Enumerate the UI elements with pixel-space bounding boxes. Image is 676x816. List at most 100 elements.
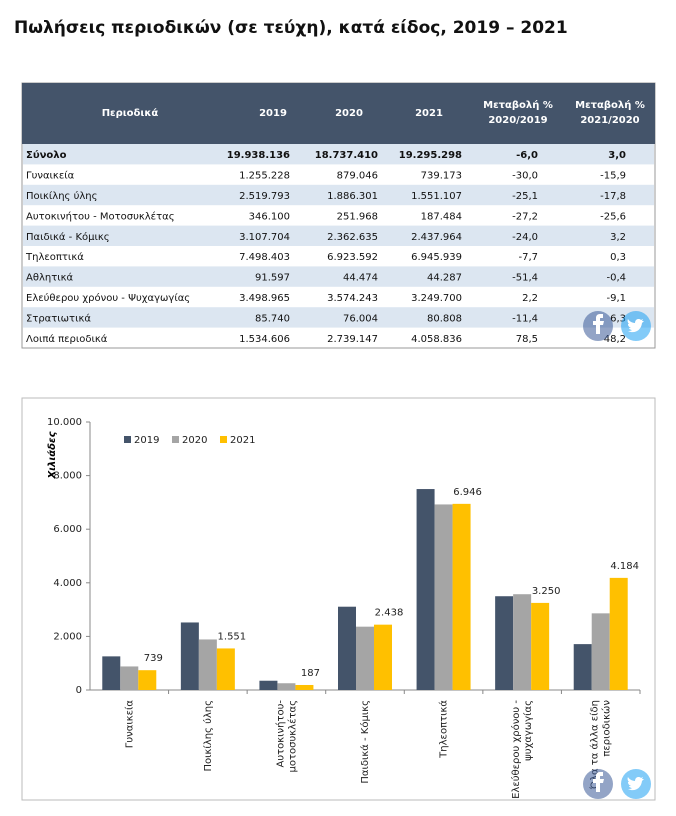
table-cell: 187.484 xyxy=(421,211,462,222)
bar xyxy=(416,489,435,690)
table-cell: 2.739.147 xyxy=(327,334,378,345)
table-cell: 0,3 xyxy=(610,252,626,263)
value-label: 3.250 xyxy=(532,586,561,597)
legend-label: 2020 xyxy=(182,435,207,446)
table-cell: 1.886.301 xyxy=(327,191,378,202)
table-cell: -25,1 xyxy=(512,191,538,202)
table-cell: Αυτοκινήτου - Μοτοσυκλέτας xyxy=(26,210,175,222)
table-cell: 80.808 xyxy=(427,313,462,324)
table-cell: -9,1 xyxy=(606,293,626,304)
bar xyxy=(102,656,121,690)
table-cell: 91.597 xyxy=(255,273,290,284)
table-cell: 76.004 xyxy=(343,313,378,324)
bar xyxy=(531,602,550,690)
y-tick-label: 2.000 xyxy=(53,631,82,642)
bar xyxy=(120,666,139,690)
x-tick-label: Ελεύθερου χρόνου - xyxy=(510,700,522,799)
twitter-glyph xyxy=(627,777,644,791)
x-tick-label: Όλα τα άλλα είδη xyxy=(589,700,601,790)
x-tick-label: μοτοσυκλέτας xyxy=(286,700,298,772)
table-cell: -15,9 xyxy=(600,171,626,182)
bar xyxy=(180,622,199,690)
table-cell: Αθλητικά xyxy=(26,272,74,284)
page-title: Πωλήσεις περιοδικών (σε τεύχη), κατά είδ… xyxy=(14,18,568,38)
table-cell: Σύνολο xyxy=(26,149,67,161)
y-tick-label: 8.000 xyxy=(53,471,82,482)
bar xyxy=(295,684,314,690)
twitter-glyph xyxy=(627,319,644,333)
table-cell: 2.437.964 xyxy=(411,232,462,243)
table-cell: -0,4 xyxy=(606,273,626,284)
column-header: 2019 xyxy=(259,108,287,119)
chart-frame xyxy=(21,397,656,801)
x-tick-label: Τηλεοπτικά xyxy=(438,700,450,759)
table-cell: Τηλεοπτικά xyxy=(25,251,84,263)
legend-swatch xyxy=(124,436,131,443)
bar xyxy=(609,577,628,690)
facebook-glyph xyxy=(593,314,604,334)
x-tick-label: Παιδικά - Κόμικς xyxy=(359,700,371,784)
table-cell: 7.498.403 xyxy=(239,252,290,263)
table-cell: Στρατιωτικά xyxy=(26,312,91,324)
y-tick-label: 10.000 xyxy=(47,417,82,428)
legend-swatch xyxy=(220,436,227,443)
column-header: Περιοδικά xyxy=(102,107,159,119)
table-cell: 3.249.700 xyxy=(411,293,462,304)
y-tick-label: 4.000 xyxy=(53,578,82,589)
table-cell: -7,7 xyxy=(518,252,538,263)
table-cell: 19.295.298 xyxy=(399,150,462,161)
value-label: 4.184 xyxy=(610,561,639,572)
table-cell: 1.534.606 xyxy=(239,334,290,345)
bar xyxy=(513,594,532,690)
value-label: 739 xyxy=(144,653,163,664)
column-header: 2021 xyxy=(415,108,443,119)
bar xyxy=(259,680,278,690)
table-cell: 4.058.836 xyxy=(411,334,462,345)
row-shade xyxy=(23,144,654,165)
bar xyxy=(356,626,374,690)
bar xyxy=(216,648,235,690)
legend-swatch xyxy=(172,436,179,443)
value-label: 187 xyxy=(301,668,320,679)
table-cell: 3,0 xyxy=(608,150,626,161)
table-cell: 2,2 xyxy=(522,293,538,304)
table-header xyxy=(22,83,655,144)
table-cell: 739.173 xyxy=(421,171,462,182)
table-cell: 6,3 xyxy=(610,313,626,324)
table-cell: 3.107.704 xyxy=(239,232,290,243)
column-header: 2021/2020 xyxy=(580,115,639,126)
table-cell: Ελεύθερου χρόνου - Ψυχαγωγίας xyxy=(26,292,190,304)
table-cell: 18.737.410 xyxy=(315,150,378,161)
table-cell: 251.968 xyxy=(337,211,378,222)
table-cell: 3.574.243 xyxy=(327,293,378,304)
column-header: 2020 xyxy=(335,108,363,119)
table-cell: 44.287 xyxy=(427,273,462,284)
bar xyxy=(452,503,471,690)
legend-label: 2021 xyxy=(230,435,255,446)
share-icons[interactable] xyxy=(583,311,651,799)
table-cell: -6,0 xyxy=(516,150,538,161)
row-shade xyxy=(23,266,654,287)
row-shade xyxy=(23,225,654,246)
x-tick-label: ψυχαγωγίας xyxy=(522,700,534,761)
table-cell: 1.551.107 xyxy=(411,191,462,202)
y-tick-label: 0 xyxy=(76,685,82,696)
bar xyxy=(138,670,157,690)
table-cell: 48,2 xyxy=(604,334,626,345)
table-cell: 1.255.228 xyxy=(239,171,290,182)
x-tick-label: Αυτοκινήτου- xyxy=(274,700,286,768)
bar xyxy=(573,644,592,690)
legend-label: 2019 xyxy=(134,435,159,446)
table-cell: 85.740 xyxy=(255,313,290,324)
value-label: 2.438 xyxy=(375,608,404,619)
y-tick-label: 6.000 xyxy=(53,524,82,535)
bar xyxy=(591,613,610,690)
table-cell: 2.519.793 xyxy=(239,191,290,202)
table-cell: 3.498.965 xyxy=(239,293,290,304)
table-cell: -25,6 xyxy=(600,211,626,222)
table-cell: Λοιπά περιοδικά xyxy=(26,333,108,345)
x-tick-label: Γυναικεία xyxy=(123,700,135,749)
row-shade xyxy=(23,307,654,328)
bar xyxy=(198,639,217,690)
